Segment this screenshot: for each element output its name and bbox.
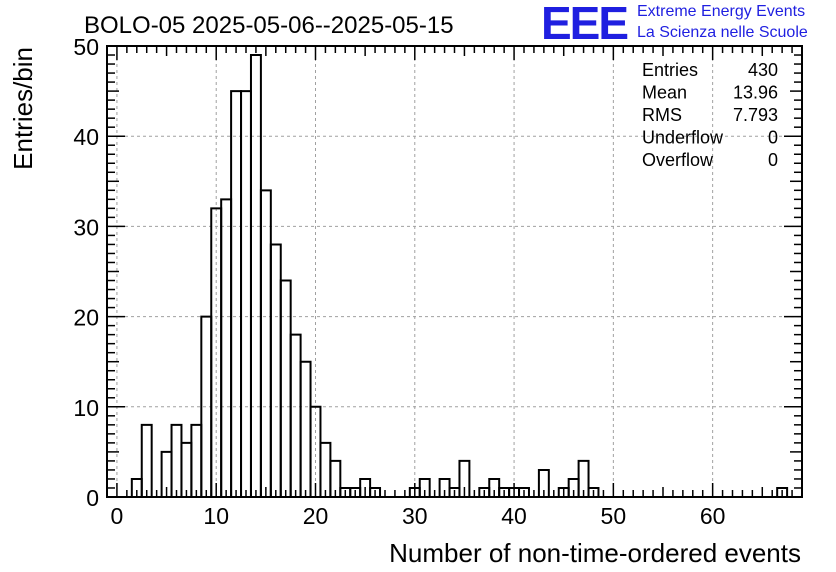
histogram-bin (587, 486, 600, 497)
x-axis-label: Number of non-time-ordered events (389, 538, 801, 568)
x-tick-label: 0 (111, 503, 124, 529)
logo-line-1: Extreme Energy Events (637, 3, 806, 20)
x-tick-label: 10 (203, 503, 229, 529)
histogram-bin (369, 486, 382, 497)
histogram-bin (776, 486, 789, 497)
stats-value: 430 (748, 60, 778, 80)
y-axis-label: Entries/bin (8, 47, 38, 170)
histogram-bin (240, 90, 252, 497)
histogram-bin (458, 459, 471, 497)
histogram-bin (577, 459, 590, 497)
y-tick-label: 30 (73, 214, 99, 240)
stats-value: 0 (768, 128, 778, 148)
histogram-bin (289, 333, 302, 497)
stats-box: Entries 430 Mean 13.96 RMS 7.793 Underflow 0 Ove… (642, 60, 778, 170)
histogram-bin (230, 90, 243, 497)
histogram-bin (299, 360, 312, 497)
histogram-bin (220, 198, 233, 497)
y-tick-label: 20 (73, 305, 99, 331)
logo-line-2: La Scienza nelle Scuole (637, 24, 808, 41)
y-tick-label: 0 (86, 485, 99, 511)
histogram-bin (329, 459, 342, 497)
axes: 0 10 20 30 40 50 60 0 10 20 30 40 50 (73, 34, 803, 529)
y-tick-label: 10 (73, 395, 99, 421)
stats-label: Underflow (642, 128, 724, 148)
histogram-bin (170, 423, 183, 497)
stats-label: Mean (642, 83, 687, 103)
eee-logo: EEE (541, 0, 629, 49)
histogram-bins (130, 54, 789, 498)
x-tick-label: 20 (303, 503, 329, 529)
histogram-bin (279, 279, 292, 497)
histogram-bin (180, 441, 193, 497)
histogram-bin (190, 423, 203, 497)
x-tick-label: 40 (501, 503, 527, 529)
x-tick-label: 60 (700, 503, 726, 529)
stats-label: Overflow (642, 150, 714, 170)
stats-label: Entries (642, 60, 698, 80)
histogram-bin (537, 468, 550, 497)
x-tick-label: 50 (601, 503, 627, 529)
y-tick-label: 50 (73, 34, 99, 60)
stats-value: 0 (768, 150, 778, 170)
stats-label: RMS (642, 105, 682, 125)
histogram-bin (319, 441, 332, 497)
stats-value: 7.793 (733, 105, 778, 125)
y-tick-label: 40 (73, 124, 99, 150)
histogram-bin (259, 189, 272, 497)
histogram-bin (249, 54, 262, 497)
histogram-bin (140, 423, 153, 497)
stats-value: 13.96 (733, 83, 778, 103)
histogram-bin (269, 243, 282, 497)
x-tick-label: 30 (402, 503, 428, 529)
histogram-bin (418, 477, 431, 497)
histogram-bin (518, 486, 530, 497)
chart-title: BOLO-05 2025-05-06--2025-05-15 (84, 12, 454, 39)
